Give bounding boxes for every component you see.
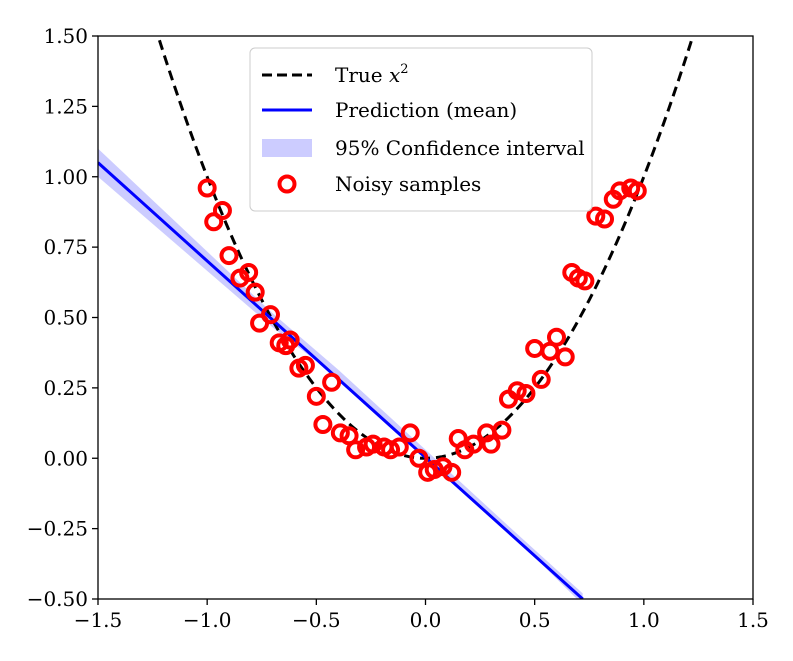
sample-point	[400, 423, 420, 443]
sample-point	[313, 414, 333, 434]
sample-point	[363, 434, 383, 454]
legend-samples-swatch	[277, 174, 297, 194]
sample-point	[481, 434, 501, 454]
sample-point	[586, 206, 606, 226]
sample-point	[531, 369, 551, 389]
confidence-band-layer	[98, 148, 583, 599]
x-tick-label: 0.5	[519, 608, 551, 632]
y-axis: −0.50 −0.25 0.00 0.25 0.50 0.75 1.00 1.25 1.50	[27, 24, 98, 611]
sample-point	[295, 355, 315, 375]
sample-point	[424, 460, 444, 480]
sample-point	[197, 178, 217, 198]
legend: True x2 Prediction (mean) 95% Confidence…	[249, 47, 593, 212]
legend-samples-label: Noisy samples	[335, 172, 481, 196]
legend-box	[249, 47, 593, 212]
sample-point	[389, 437, 409, 457]
sample-point	[219, 246, 239, 266]
sample-point	[409, 448, 429, 468]
scatter-layer	[197, 178, 647, 482]
sample-point	[507, 381, 527, 401]
y-tick-label: 1.50	[43, 24, 88, 48]
sample-point	[547, 327, 566, 347]
y-tick-label: 0.50	[43, 306, 88, 330]
sample-point	[239, 262, 259, 282]
y-tick-label: 0.75	[43, 235, 88, 259]
y-tick-label: 0.25	[43, 376, 88, 400]
x-axis: −1.5 −1.0 −0.5 0.0 0.5 1.0 1.5	[74, 599, 769, 632]
sample-point	[595, 209, 615, 229]
sample-point	[464, 434, 484, 454]
sample-point	[346, 440, 366, 460]
plot-area	[98, 36, 695, 599]
sample-point	[525, 338, 545, 358]
y-tick-label: 1.25	[43, 94, 88, 118]
x-tick-label: −1.5	[74, 608, 123, 632]
sample-point	[306, 386, 326, 406]
sample-point	[204, 212, 224, 232]
x-tick-label: 0.0	[410, 608, 442, 632]
sample-point	[322, 372, 342, 392]
y-tick-label: 1.00	[43, 165, 88, 189]
confidence-band	[98, 148, 583, 599]
sample-point	[212, 201, 232, 221]
y-tick-label: −0.25	[27, 517, 88, 541]
legend-prediction-label: Prediction (mean)	[335, 98, 517, 122]
sample-point	[330, 423, 350, 443]
x-tick-label: 1.0	[628, 608, 660, 632]
sample-point	[610, 181, 630, 201]
y-tick-label: −0.50	[27, 587, 88, 611]
legend-confidence-label: 95% Confidence interval	[335, 136, 585, 160]
sample-point	[555, 347, 575, 367]
y-tick-label: 0.00	[43, 446, 88, 470]
legend-true-curve-label: True x2	[335, 62, 409, 87]
sample-point	[442, 462, 462, 482]
sample-point	[245, 282, 265, 302]
sample-point	[381, 440, 401, 460]
x-tick-label: −0.5	[292, 608, 341, 632]
legend-confidence-swatch	[262, 139, 312, 157]
sample-point	[280, 330, 300, 350]
sample-point	[492, 420, 512, 440]
sample-point	[627, 181, 647, 201]
sample-point	[575, 271, 595, 291]
sample-point	[260, 305, 280, 325]
sample-point	[516, 384, 536, 404]
x-tick-label: −1.0	[183, 608, 232, 632]
x-tick-label: 1.5	[737, 608, 769, 632]
